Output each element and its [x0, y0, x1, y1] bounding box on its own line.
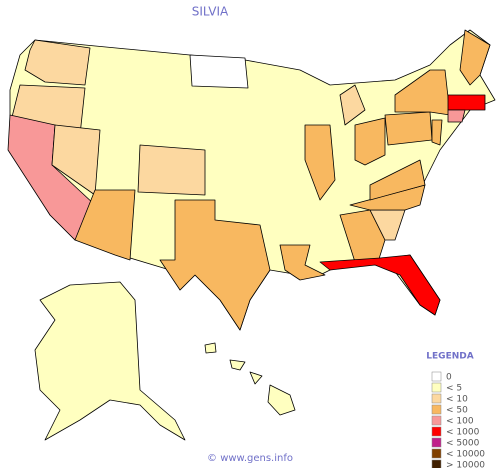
legend-swatch — [431, 404, 442, 415]
state — [74, 189, 136, 261]
legend-label: < 5 — [446, 384, 462, 394]
state — [384, 111, 433, 146]
state — [459, 29, 491, 86]
legend-label: < 10 — [446, 395, 468, 405]
footer: © www.gens.info — [207, 453, 293, 464]
hawaii-island — [267, 384, 296, 416]
state — [447, 109, 466, 123]
legend-label: 0 — [446, 373, 452, 383]
hawaii-island — [249, 371, 263, 385]
state — [304, 124, 336, 201]
legend-swatch — [431, 415, 442, 426]
legend: 0< 5< 10< 50< 100< 1000< 5000< 10000> 10… — [431, 371, 485, 468]
state — [447, 94, 486, 111]
state — [137, 144, 206, 196]
legend-label: < 50 — [446, 406, 468, 416]
hawaii-island — [229, 359, 246, 371]
legend-label: < 1000 — [446, 428, 480, 438]
state — [431, 119, 443, 146]
state — [319, 254, 441, 316]
state — [369, 159, 426, 201]
legend-label: > 10000 — [446, 461, 485, 468]
state — [339, 209, 386, 263]
map-title: SILVIA — [192, 5, 229, 19]
legend-swatch — [431, 426, 442, 437]
state — [279, 244, 326, 281]
legend-label: < 5000 — [446, 439, 480, 449]
legend-swatch — [431, 459, 442, 468]
us-map — [7, 29, 496, 441]
alaska — [34, 281, 186, 441]
hawaii-island — [204, 342, 217, 354]
legend-title: LEGENDA — [426, 352, 473, 362]
legend-swatch — [431, 382, 442, 393]
state — [24, 39, 91, 86]
state — [354, 117, 386, 166]
legend-label: < 10000 — [446, 450, 485, 460]
state — [159, 199, 271, 331]
legend-swatch — [431, 437, 442, 448]
legend-swatch — [431, 393, 442, 404]
legend-swatch — [431, 371, 442, 382]
state — [189, 54, 249, 89]
legend-label: < 100 — [446, 417, 474, 427]
legend-swatch — [431, 448, 442, 459]
state — [339, 84, 366, 126]
